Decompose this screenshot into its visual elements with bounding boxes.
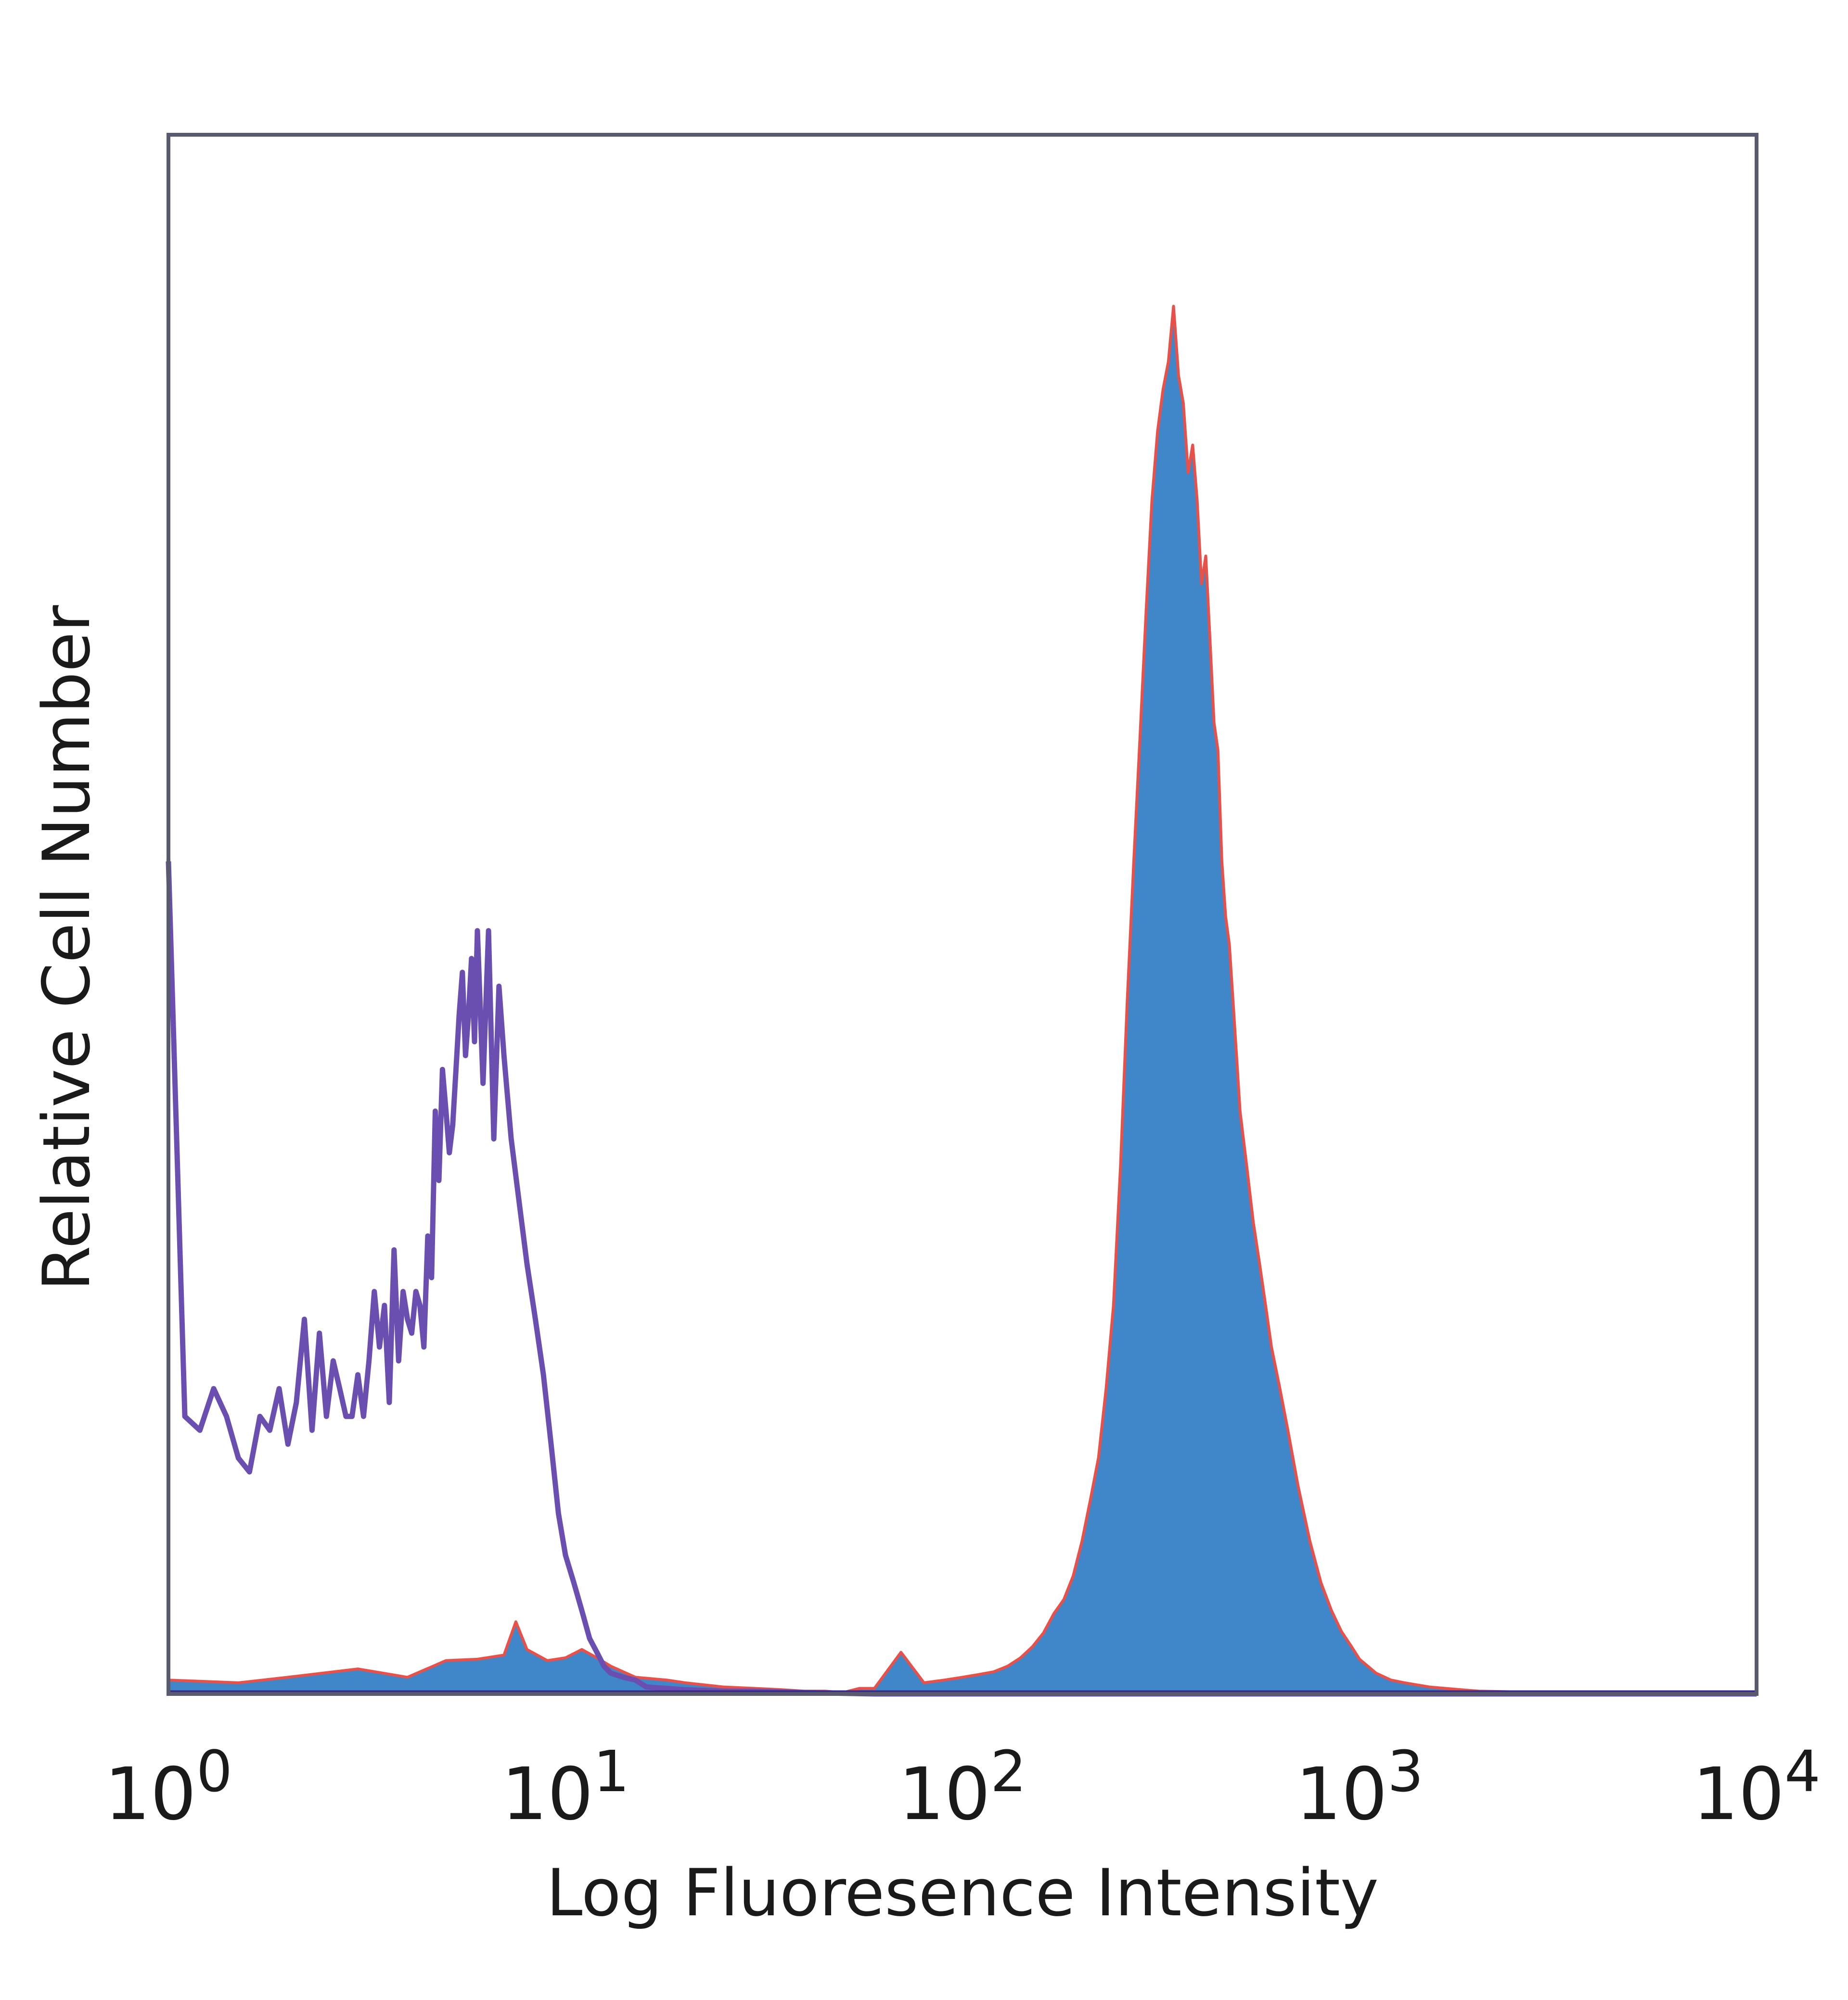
plot-frame xyxy=(167,133,1758,1696)
x-tick-exponent: 3 xyxy=(1387,1738,1424,1805)
x-tick-base: 10 xyxy=(1296,1753,1387,1836)
x-tick-base: 10 xyxy=(1693,1753,1784,1836)
x-tick-label: 100 xyxy=(104,1738,232,1836)
x-axis-ticks: 100 101 102 103 104 xyxy=(104,1738,1821,1836)
x-tick-label: 103 xyxy=(1296,1738,1424,1836)
x-tick-exponent: 0 xyxy=(196,1738,232,1805)
stained-histogram-fill xyxy=(168,306,1757,1694)
x-tick-label: 101 xyxy=(501,1738,629,1836)
y-axis-title: Relative Cell Number xyxy=(29,605,104,1291)
isotype-histogram-outline xyxy=(166,861,1757,1697)
x-tick-exponent: 1 xyxy=(593,1738,629,1805)
x-tick-base: 10 xyxy=(501,1753,593,1836)
x-tick-base: 10 xyxy=(898,1753,990,1836)
x-tick-base: 10 xyxy=(104,1753,196,1836)
x-tick-exponent: 2 xyxy=(990,1738,1027,1805)
plot-area xyxy=(166,133,1758,1697)
x-axis-title: Log Fluoresence Intensity xyxy=(546,1855,1379,1931)
x-tick-label: 102 xyxy=(898,1738,1027,1836)
stained-histogram-outline xyxy=(168,305,1757,1695)
x-tick-label: 104 xyxy=(1693,1738,1821,1836)
x-tick-exponent: 4 xyxy=(1784,1738,1821,1805)
